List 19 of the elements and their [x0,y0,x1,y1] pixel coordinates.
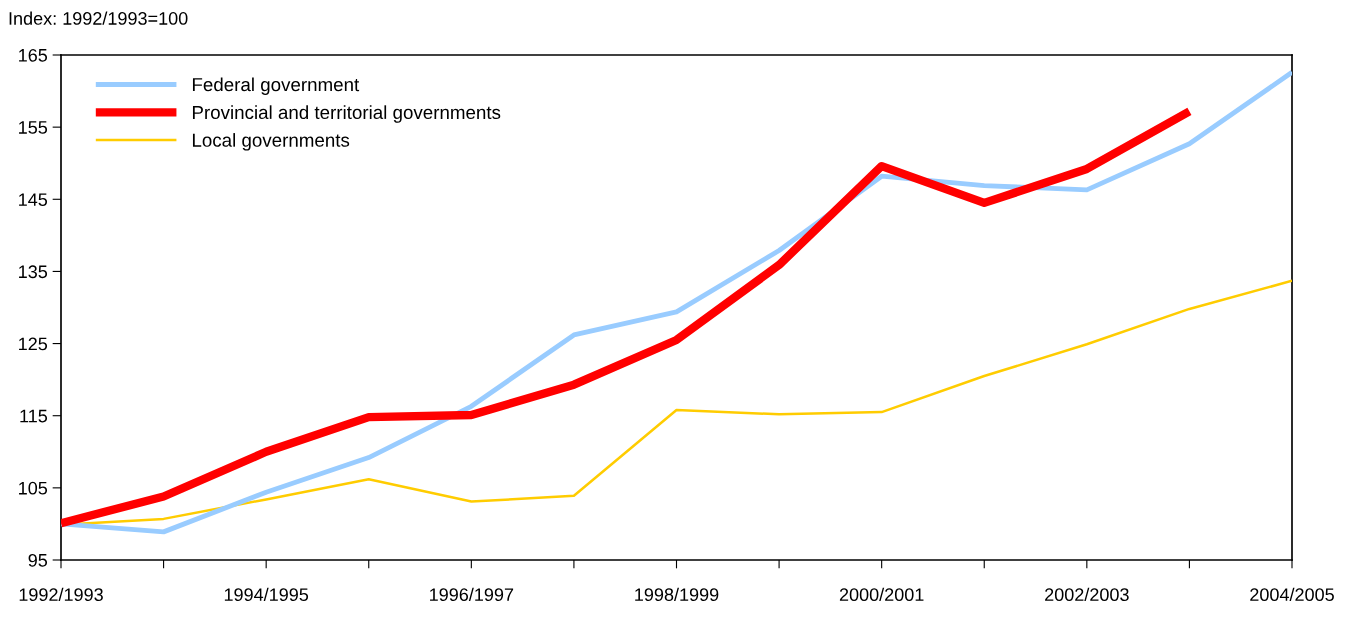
x-tick-label: 2002/2003 [1045,587,1129,602]
legend-label: Provincial and territorial governments [192,105,501,123]
y-tick-label: 155 [19,121,48,134]
y-tick-label: 125 [19,337,48,351]
x-tick-label: 1998/1999 [635,587,719,602]
y-tick-label: 135 [19,265,48,279]
x-tick-label: 1994/1995 [224,587,309,602]
x-tick-label: 1992/1993 [19,587,103,602]
y-tick-label: 95 [28,553,48,567]
y-tick-label: 165 [19,48,48,62]
x-tick-label: 2000/2001 [839,587,924,602]
legend-label: Local governments [192,133,350,151]
y-axis-title: Index: 1992/1993=100 [9,11,188,25]
x-tick-label: 1996/1997 [430,587,514,602]
y-tick-label: 115 [20,409,48,423]
legend-label: Federal government [192,77,360,95]
x-tick-label: 2004/2005 [1250,587,1334,602]
y-tick-label: 145 [19,193,48,207]
y-tick-label: 105 [19,481,48,495]
